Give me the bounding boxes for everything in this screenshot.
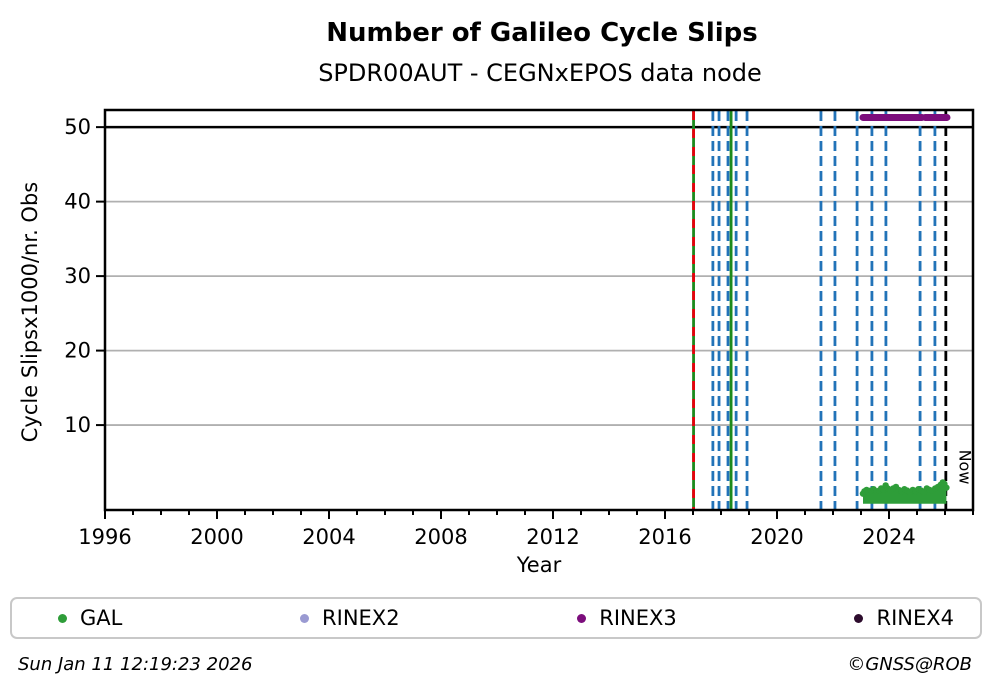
x-tick-label: 1996 xyxy=(78,525,131,549)
y-tick-label: 50 xyxy=(64,115,91,139)
y-tick-label: 10 xyxy=(64,413,91,437)
gal-scatter-band xyxy=(863,482,947,504)
y-tick-label: 30 xyxy=(64,264,91,288)
legend-label-gal: GAL xyxy=(80,606,123,630)
legend-label-rinex3: RINEX3 xyxy=(599,606,677,630)
legend-item-rinex3: RINEX3 xyxy=(577,606,677,630)
gal-scatter-point xyxy=(943,484,950,491)
plot-timestamp: Sun Jan 11 12:19:23 2026 xyxy=(18,654,253,675)
plot-frame xyxy=(103,108,975,512)
chart-subtitle: SPDR00AUT - CEGNxEPOS data node xyxy=(318,59,762,87)
legend: GAL RINEX2 RINEX3 RINEX4 xyxy=(10,597,982,639)
x-tick-label: 2008 xyxy=(414,525,467,549)
legend-item-rinex4: RINEX4 xyxy=(854,606,954,630)
chart-title: Number of Galileo Cycle Slips xyxy=(326,18,758,48)
y-tick-label: 40 xyxy=(64,190,91,214)
legend-label-rinex2: RINEX2 xyxy=(322,606,400,630)
x-tick-label: 2012 xyxy=(526,525,579,549)
x-tick-label: 2020 xyxy=(750,525,803,549)
rinex2-dot-icon xyxy=(300,613,310,623)
x-tick-label: 2024 xyxy=(862,525,915,549)
rinex4-dot-icon xyxy=(854,613,864,623)
y-tick-label: 20 xyxy=(64,339,91,363)
now-annotation: Now xyxy=(955,449,975,485)
legend-item-gal: GAL xyxy=(58,606,122,630)
x-tick-label: 2000 xyxy=(190,525,243,549)
plot-area: 1996 2000 2004 2008 2012 2016 2020 2024 10 20 30 40… xyxy=(64,108,975,549)
x-axis-label: Year xyxy=(516,553,562,577)
copyright-credit: ©GNSS@ROB xyxy=(847,654,972,675)
rinex3-dot-icon xyxy=(577,613,587,623)
legend-label-rinex4: RINEX4 xyxy=(876,606,954,630)
gal-dot-icon xyxy=(58,613,67,623)
legend-item-rinex2: RINEX2 xyxy=(300,606,400,630)
x-tick-label: 2016 xyxy=(638,525,691,549)
x-tick-label: 2004 xyxy=(302,525,355,549)
